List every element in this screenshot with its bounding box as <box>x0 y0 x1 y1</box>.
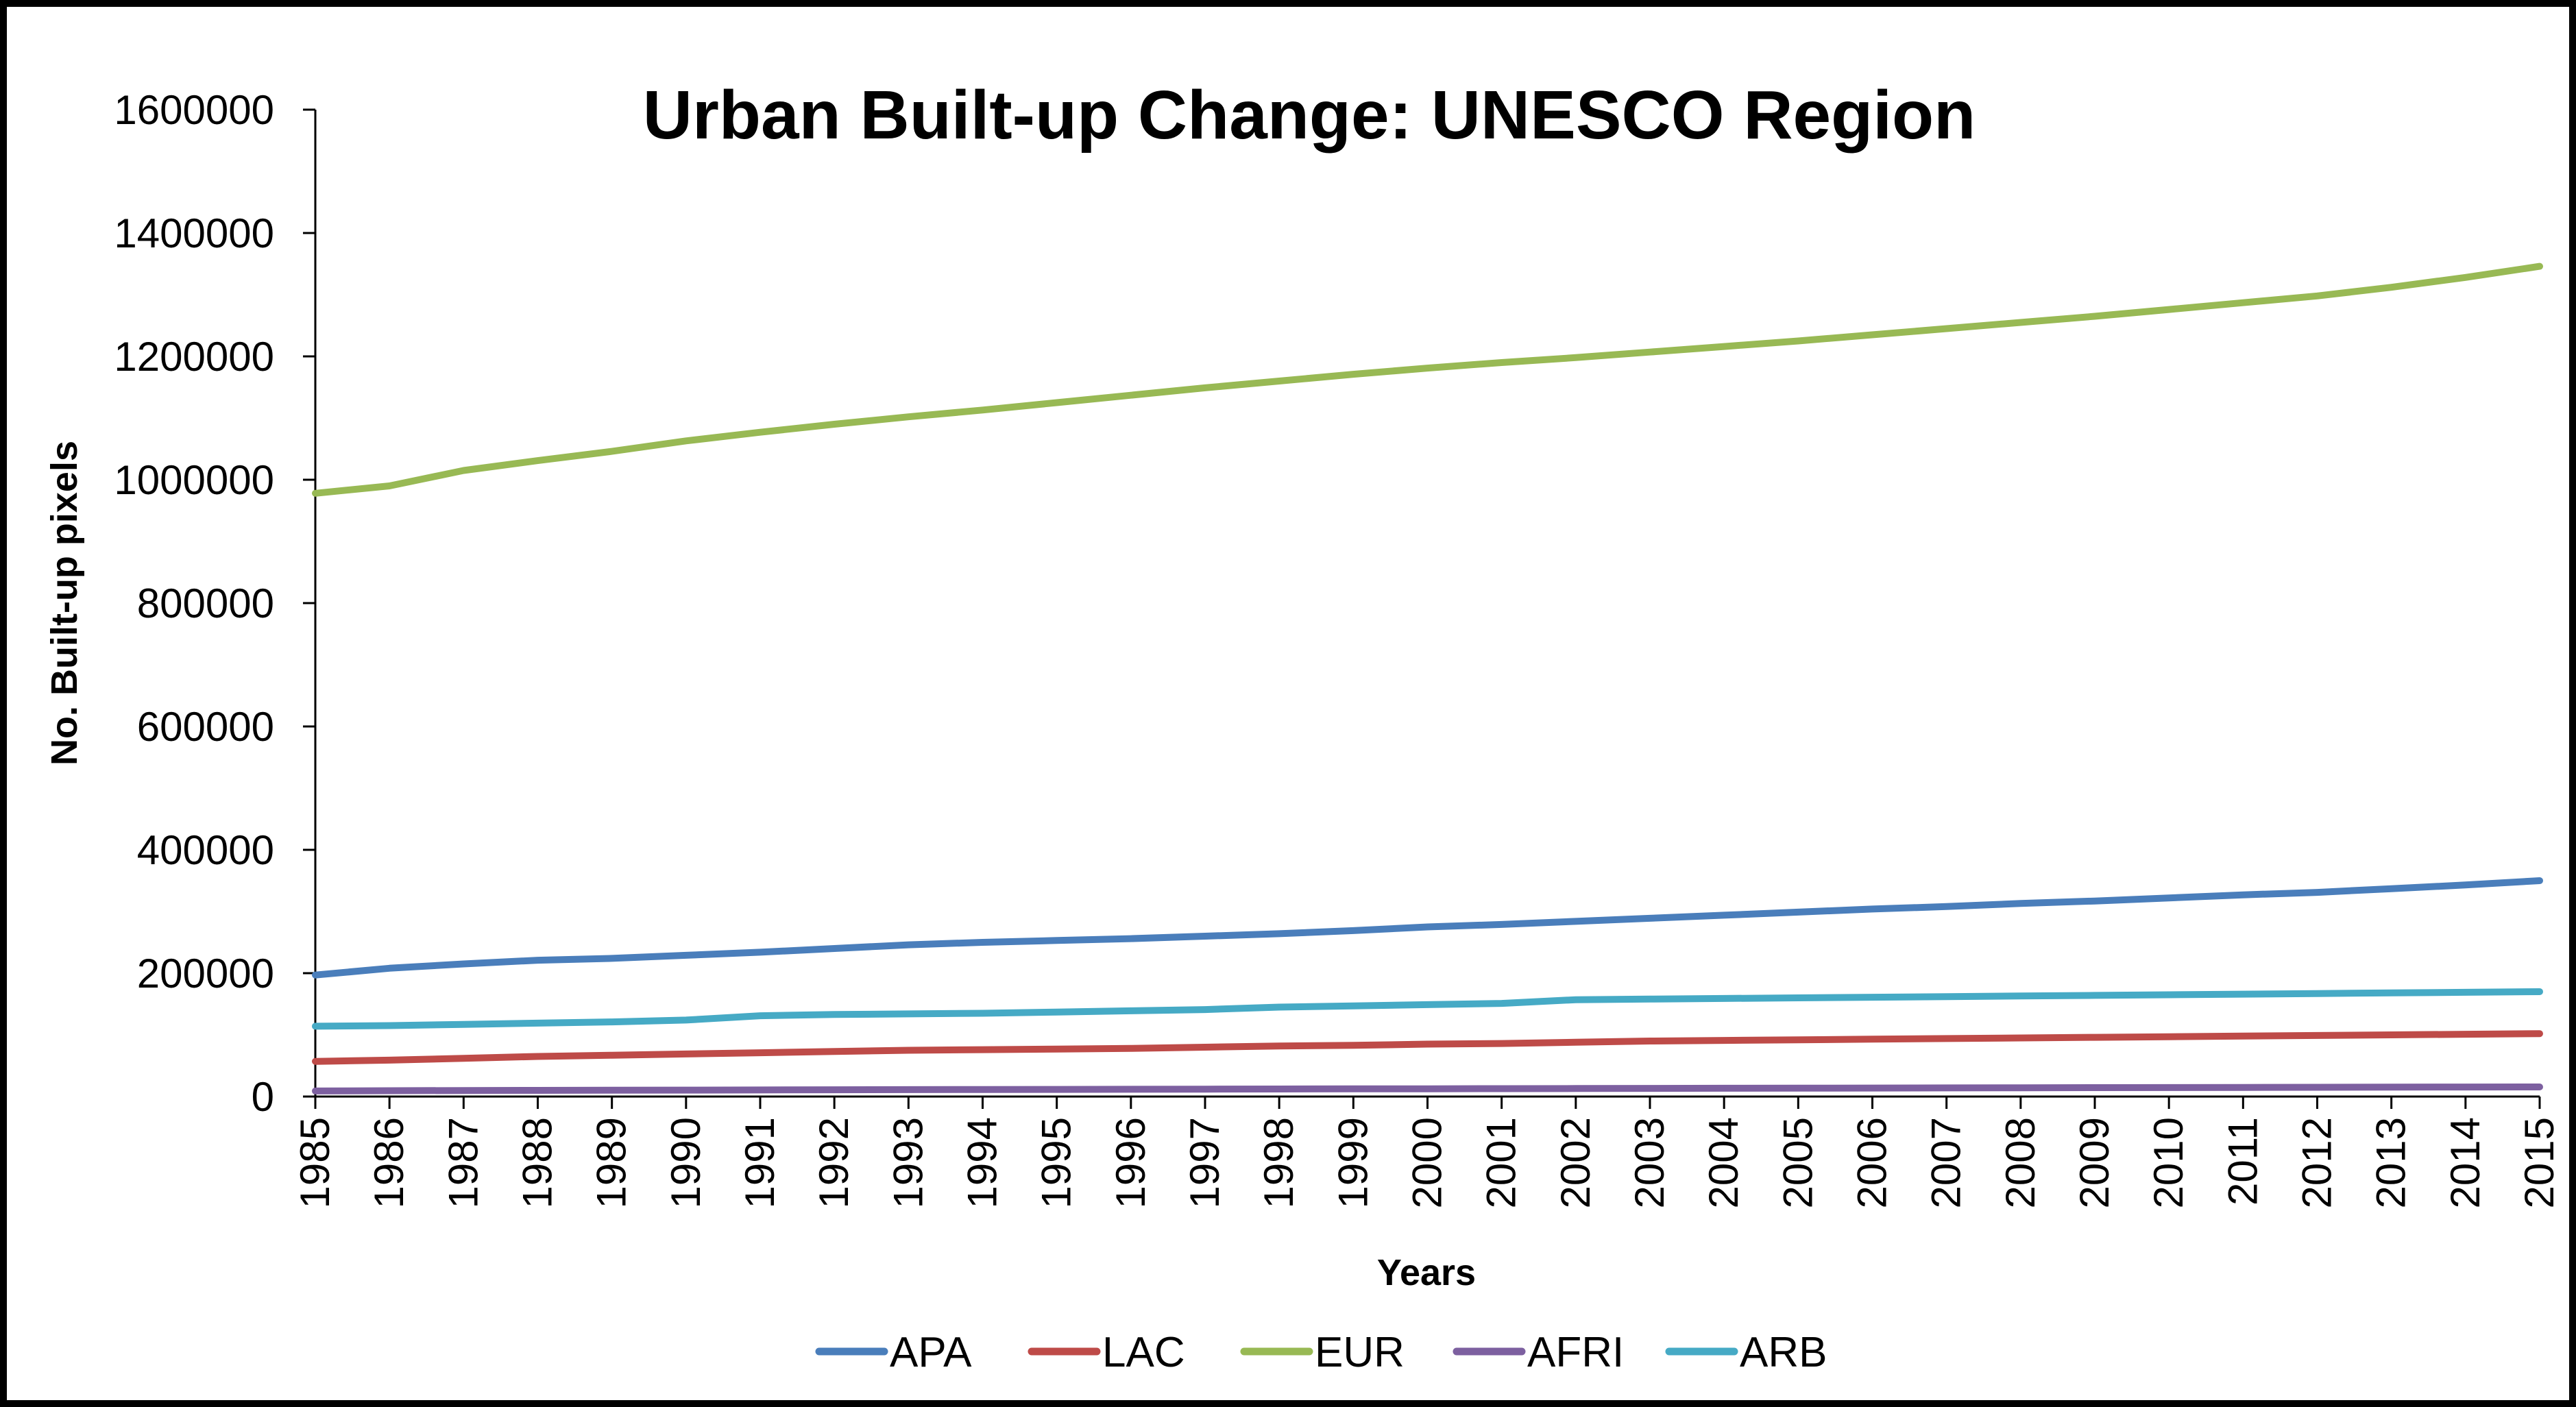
x-tick-label: 2009 <box>2071 1117 2117 1208</box>
x-tick-label: 1997 <box>1182 1117 1228 1208</box>
x-tick-label: 2002 <box>1553 1117 1599 1208</box>
y-tick-label: 1400000 <box>114 210 274 256</box>
x-tick-label: 2013 <box>2368 1117 2414 1208</box>
legend-label-arb: ARB <box>1740 1329 1827 1376</box>
x-tick-label: 1986 <box>366 1117 412 1208</box>
y-tick-label: 800000 <box>137 580 274 626</box>
y-tick-label: 0 <box>252 1074 274 1120</box>
chart-title: Urban Built-up Change: UNESCO Region <box>643 77 1976 154</box>
x-tick-label: 1991 <box>737 1117 783 1208</box>
y-axis-title: No. Built-up pixels <box>44 441 85 766</box>
series-line-apa <box>312 877 2543 979</box>
x-tick-label: 2000 <box>1405 1117 1450 1208</box>
x-tick-label: 1999 <box>1330 1117 1376 1208</box>
x-tick-label: 2003 <box>1627 1117 1673 1208</box>
x-tick-label: 1994 <box>960 1117 1006 1208</box>
y-tick-label: 1000000 <box>114 457 274 503</box>
x-tick-label: 2011 <box>2220 1117 2265 1206</box>
legend-label-eur: EUR <box>1315 1329 1405 1376</box>
series-line-eur <box>312 262 2543 497</box>
series-line-lac <box>312 1030 2543 1065</box>
series-line-afri <box>312 1084 2543 1094</box>
x-axis-title: Years <box>1377 1252 1476 1293</box>
x-tick-label: 2014 <box>2442 1117 2488 1208</box>
x-tick-label: 2010 <box>2146 1117 2191 1208</box>
x-tick-label: 1996 <box>1108 1117 1154 1208</box>
x-tick-label: 2005 <box>1775 1117 1821 1208</box>
x-tick-label: 1998 <box>1256 1117 1302 1208</box>
x-tick-label: 2004 <box>1701 1117 1747 1208</box>
x-tick-label: 2006 <box>1849 1117 1895 1208</box>
x-tick-label: 1988 <box>515 1117 561 1208</box>
legend-label-lac: LAC <box>1102 1329 1185 1376</box>
y-tick-label: 600000 <box>137 704 274 750</box>
series-line-arb <box>312 988 2543 1030</box>
plot-area: 0 200000 400000 600000 800000 1000000 1200000 1… <box>114 87 2562 1208</box>
x-tick-label: 2001 <box>1479 1117 1524 1208</box>
x-tick-label: 2007 <box>1923 1117 1969 1208</box>
x-tick-label: 1989 <box>589 1117 635 1208</box>
y-tick-label: 1600000 <box>114 87 274 133</box>
x-tick-label: 1990 <box>663 1117 709 1208</box>
x-tick-label: 1987 <box>440 1117 486 1208</box>
x-tick-label: 1985 <box>292 1117 338 1208</box>
x-tick-label: 1992 <box>811 1117 857 1208</box>
x-tick-label: 2008 <box>1997 1117 2043 1208</box>
legend: APA LAC EUR AFRI ARB <box>815 1329 1827 1376</box>
y-tick-label: 400000 <box>137 827 274 873</box>
x-tick-label: 1993 <box>885 1117 931 1208</box>
x-tick-label: 1995 <box>1034 1117 1080 1208</box>
x-tick-label: 2015 <box>2516 1117 2562 1208</box>
y-tick-label: 1200000 <box>114 334 274 380</box>
legend-label-afri: AFRI <box>1527 1329 1624 1376</box>
y-tick-label: 200000 <box>137 951 274 996</box>
line-chart: Urban Built-up Change: UNESCO Region No.… <box>44 77 2562 1376</box>
legend-label-apa: APA <box>890 1329 972 1376</box>
x-tick-label: 2012 <box>2294 1117 2340 1208</box>
